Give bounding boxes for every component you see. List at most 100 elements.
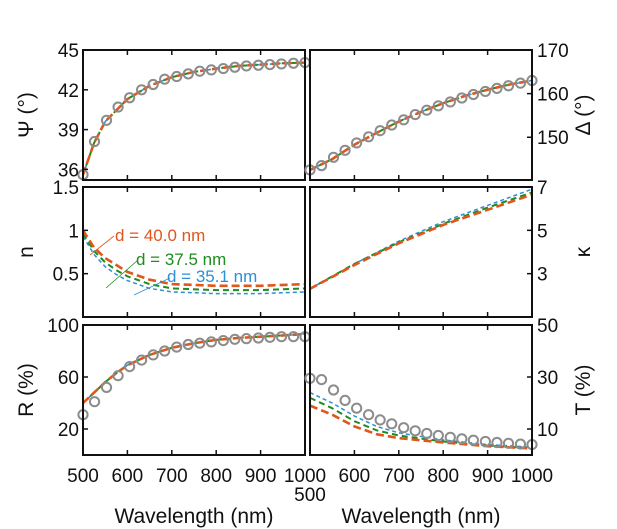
measured-point — [136, 354, 148, 366]
panel-n: 0.5 1 1.5 n d = 40.0 nm d = 37.5 nmd = 35.1 n… — [15, 178, 306, 318]
measured-point — [100, 114, 113, 126]
panel-delta: 150 160 170 Δ (°) — [304, 41, 595, 181]
y-tick-label: 45 — [58, 41, 79, 62]
y-tick-label: 160 — [537, 85, 569, 106]
fit-line-d40 — [83, 61, 305, 176]
x-tick-label: 900 — [472, 466, 504, 487]
annotation-leader-line — [133, 277, 171, 296]
fit-line-d35 — [310, 188, 532, 290]
fit-line-d35 — [83, 236, 305, 295]
y-axis-label: n — [15, 246, 38, 258]
measured-point — [351, 137, 363, 149]
x-tick-label: 800 — [427, 466, 459, 487]
measured-point — [217, 335, 229, 347]
measured-point — [502, 80, 515, 92]
measured-point — [421, 104, 433, 116]
fit-line-d40 — [310, 193, 532, 290]
fit-line-d35 — [310, 79, 532, 171]
y-tick-label: 1.5 — [53, 178, 79, 199]
measured-point — [159, 73, 171, 85]
measured-point — [444, 96, 456, 108]
measured-point — [205, 64, 217, 76]
measured-point — [287, 331, 300, 343]
series-annotation: d = 40.0 nm — [115, 226, 205, 245]
measured-point — [467, 88, 479, 101]
measured-point — [159, 345, 171, 357]
measured-point — [182, 338, 194, 351]
measured-point — [444, 431, 456, 443]
fit-line-d35 — [83, 61, 305, 175]
measured-point — [240, 333, 252, 345]
measured-point — [124, 92, 136, 104]
x-tick-label: 700 — [383, 466, 415, 487]
measured-point — [205, 336, 217, 348]
measured-point — [479, 435, 491, 448]
axes-frame — [309, 186, 533, 318]
measured-point — [88, 135, 101, 148]
y-tick-label: 50 — [537, 316, 558, 337]
y-axis-label: Ψ (°) — [15, 92, 38, 138]
measured-point — [491, 82, 503, 94]
measured-point — [386, 418, 398, 430]
measured-point — [112, 101, 124, 113]
measured-point — [514, 438, 527, 450]
fit-line-d35 — [310, 391, 532, 448]
measured-point — [363, 409, 375, 421]
series-annotation: d = 37.5 nm — [136, 250, 226, 269]
x-tick-label: 1000 — [511, 466, 553, 487]
fit-line-d35 — [83, 333, 305, 404]
fit-line-d37 — [310, 79, 532, 171]
annotation-leader-line — [105, 259, 139, 289]
measured-point — [456, 433, 468, 445]
y-tick-label: 150 — [537, 128, 569, 149]
measured-point — [171, 70, 183, 83]
measured-point — [409, 425, 421, 437]
measured-point — [171, 341, 183, 353]
fit-line-d40 — [310, 79, 532, 172]
y-tick-label: 30 — [537, 368, 558, 389]
measured-point — [456, 92, 468, 104]
x-tick-label: 900 — [245, 466, 277, 487]
measured-point — [229, 333, 241, 345]
fit-line-d40 — [83, 332, 305, 404]
measured-point — [136, 84, 148, 96]
y-tick-label: 1 — [68, 221, 79, 242]
y-tick-label: 20 — [58, 420, 79, 441]
measured-point — [409, 108, 421, 121]
measured-point — [339, 144, 351, 156]
y-axis-label: Δ (°) — [572, 94, 595, 135]
measured-point — [194, 337, 206, 349]
axes-frame — [82, 186, 306, 318]
measured-point — [217, 62, 229, 75]
x-tick-label: 500 — [294, 485, 326, 506]
y-tick-label: 42 — [58, 81, 79, 102]
measured-point — [147, 349, 159, 361]
y-tick-label: 10 — [537, 420, 558, 441]
measured-point — [264, 331, 276, 343]
measured-point — [315, 374, 328, 386]
measured-point — [327, 384, 340, 396]
measured-point — [100, 381, 113, 393]
measured-point — [514, 77, 527, 89]
measured-point — [252, 332, 264, 344]
panel-R: 500 600 700 800 900 1000 20 60 100 R (%) Wavelengt… — [15, 316, 326, 528]
measured-point — [275, 58, 288, 70]
measured-point — [112, 370, 124, 382]
measured-point — [124, 361, 136, 373]
fit-line-d40 — [83, 229, 305, 288]
measured-point — [287, 57, 300, 69]
panel-kappa: 3 5 7 κ — [309, 178, 595, 318]
y-axis-label: R (%) — [15, 363, 38, 417]
measured-point — [88, 396, 101, 408]
x-tick-label: 500 — [67, 466, 99, 487]
measured-point — [363, 131, 375, 143]
measured-point — [398, 422, 410, 434]
axes-frame — [82, 49, 306, 181]
y-tick-label: 60 — [58, 368, 79, 389]
axes-frame — [82, 324, 306, 456]
measured-point — [386, 119, 398, 131]
y-tick-label: 36 — [58, 160, 79, 181]
series-annotation: d = 35.1 nm — [167, 267, 257, 286]
fit-line-d37 — [83, 333, 305, 404]
